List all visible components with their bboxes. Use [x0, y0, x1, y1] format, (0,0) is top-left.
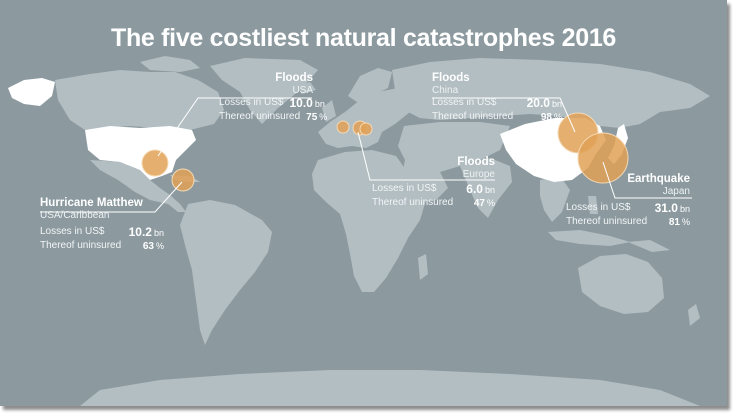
- callout-losses-row: Losses in US$ 10.0 bn: [219, 96, 325, 111]
- uninsured-unit: %: [486, 198, 495, 208]
- uninsured-unit: %: [553, 112, 562, 122]
- callout-event: Hurricane Matthew: [40, 197, 143, 209]
- landmass-southeast-asia: [540, 176, 570, 222]
- losses-unit: bn: [314, 99, 325, 109]
- landmass-mexico: [90, 160, 186, 212]
- callout-region: USA: [292, 85, 313, 96]
- landmass-new-zealand: [688, 304, 700, 326]
- bubble-floods-europe-c: [359, 122, 373, 136]
- callout-region: Europe: [462, 169, 495, 180]
- leader-floods-china: [432, 97, 576, 133]
- uninsured-label: Thereof uninsured: [40, 240, 122, 251]
- losses-unit: bn: [484, 185, 495, 195]
- callout-region: USA/Caribbean: [40, 210, 110, 221]
- callout-event: Floods: [432, 72, 470, 84]
- callout-losses-row: Losses in US$ 20.0 bn: [432, 97, 562, 111]
- landmass-scandinavia: [348, 68, 392, 104]
- landmass-canada: [55, 70, 224, 130]
- losses-unit: bn: [679, 204, 690, 214]
- landmass-russia: [392, 58, 710, 128]
- callout-uninsured-row: Thereof uninsured 98%: [432, 111, 562, 124]
- callout-floods-usa: Floods USA Losses in US$ 10.0 bn Thereof …: [219, 72, 327, 124]
- callout-event: Earthquake: [627, 173, 690, 185]
- page-title: The five costliest natural catastrophes …: [110, 24, 617, 52]
- losses-label: Losses in US$: [372, 183, 437, 194]
- leader-floods-usa: [157, 97, 312, 157]
- landmass-arctic-islands: [140, 56, 200, 72]
- bubble-earthquake-japan: [577, 132, 629, 184]
- infographic-frame: The five costliest natural catastrophes …: [0, 0, 727, 406]
- uninsured-value: 75: [306, 112, 318, 123]
- uninsured-label: Thereof uninsured: [432, 111, 514, 122]
- callout-uninsured-row: Thereof uninsured 63%: [40, 240, 164, 253]
- uninsured-unit: %: [681, 217, 690, 227]
- landmass-new-guinea: [628, 240, 670, 252]
- landmass-africa: [312, 150, 426, 292]
- losses-value: 10.0: [289, 96, 313, 110]
- landmass-philippines: [588, 196, 598, 214]
- leader-floods-europe: [357, 131, 495, 181]
- landmass-iceland: [296, 82, 316, 94]
- landmass-antarctica: [80, 370, 700, 406]
- bubble-floods-europe-a: [336, 120, 350, 134]
- uninsured-label: Thereof uninsured: [566, 216, 648, 227]
- losses-unit: bn: [551, 99, 562, 109]
- uninsured-label: Thereof uninsured: [372, 197, 454, 208]
- callout-losses-row: Losses in US$ 31.0 bn: [566, 202, 690, 216]
- uninsured-value: 81: [668, 217, 680, 228]
- losses-value: 20.0: [526, 96, 550, 110]
- world-map: [8, 56, 710, 406]
- callout-floods-china: Floods China Losses in US$ 20.0 bn Thereo…: [432, 72, 562, 124]
- callout-event: Floods: [275, 72, 313, 84]
- callout-uninsured-row: Thereof uninsured 47%: [372, 197, 495, 210]
- callout-uninsured-row: Thereof uninsured 75%: [219, 111, 327, 124]
- losses-label: Losses in US$: [219, 97, 284, 108]
- callout-hurricane-matthew: Hurricane Matthew USA/Caribbean Losses i…: [40, 197, 164, 253]
- callout-earthquake-japan: Earthquake Japan Losses in US$ 31.0 bn Th…: [566, 173, 690, 229]
- callout-losses-row: Losses in US$ 10.2 bn: [40, 226, 164, 240]
- callout-region: China: [432, 85, 459, 96]
- landmass-australia: [578, 254, 664, 314]
- uninsured-value: 47: [473, 198, 485, 209]
- uninsured-unit: %: [319, 112, 328, 122]
- uninsured-unit: %: [155, 241, 164, 251]
- landmass-madagascar: [418, 254, 428, 280]
- highlight-usa: [85, 126, 196, 180]
- callout-uninsured-row: Thereof uninsured 81%: [566, 216, 690, 229]
- callout-event: Floods: [457, 156, 495, 168]
- callout-floods-europe: Floods Europe Losses in US$ 6.0 bn Thereo…: [372, 156, 495, 210]
- uninsured-value: 98: [540, 112, 552, 123]
- leader-earthquake: [602, 161, 692, 199]
- losses-value: 10.2: [128, 225, 152, 239]
- bubble-floods-usa: [141, 149, 169, 177]
- callout-losses-row: Losses in US$ 6.0 bn: [372, 183, 495, 197]
- losses-label: Losses in US$: [566, 202, 631, 213]
- losses-unit: bn: [153, 228, 164, 238]
- bubble-hurricane-matthew: [171, 168, 195, 192]
- leader-hurricane-matthew: [40, 181, 183, 213]
- losses-value: 6.0: [466, 182, 483, 196]
- losses-label: Losses in US$: [432, 97, 497, 108]
- uninsured-value: 63: [142, 241, 154, 252]
- landmass-uk: [322, 100, 336, 122]
- landmass-greenland: [210, 58, 318, 124]
- losses-value: 31.0: [654, 201, 678, 215]
- losses-label: Losses in US$: [40, 226, 105, 237]
- uninsured-label: Thereof uninsured: [219, 111, 301, 122]
- landmass-indonesia: [548, 230, 630, 246]
- landmass-south-america: [180, 200, 272, 345]
- callout-region: Japan: [662, 186, 690, 197]
- landmass-india: [460, 158, 512, 218]
- highlight-alaska: [8, 78, 55, 106]
- landmass-central-asia: [398, 122, 510, 172]
